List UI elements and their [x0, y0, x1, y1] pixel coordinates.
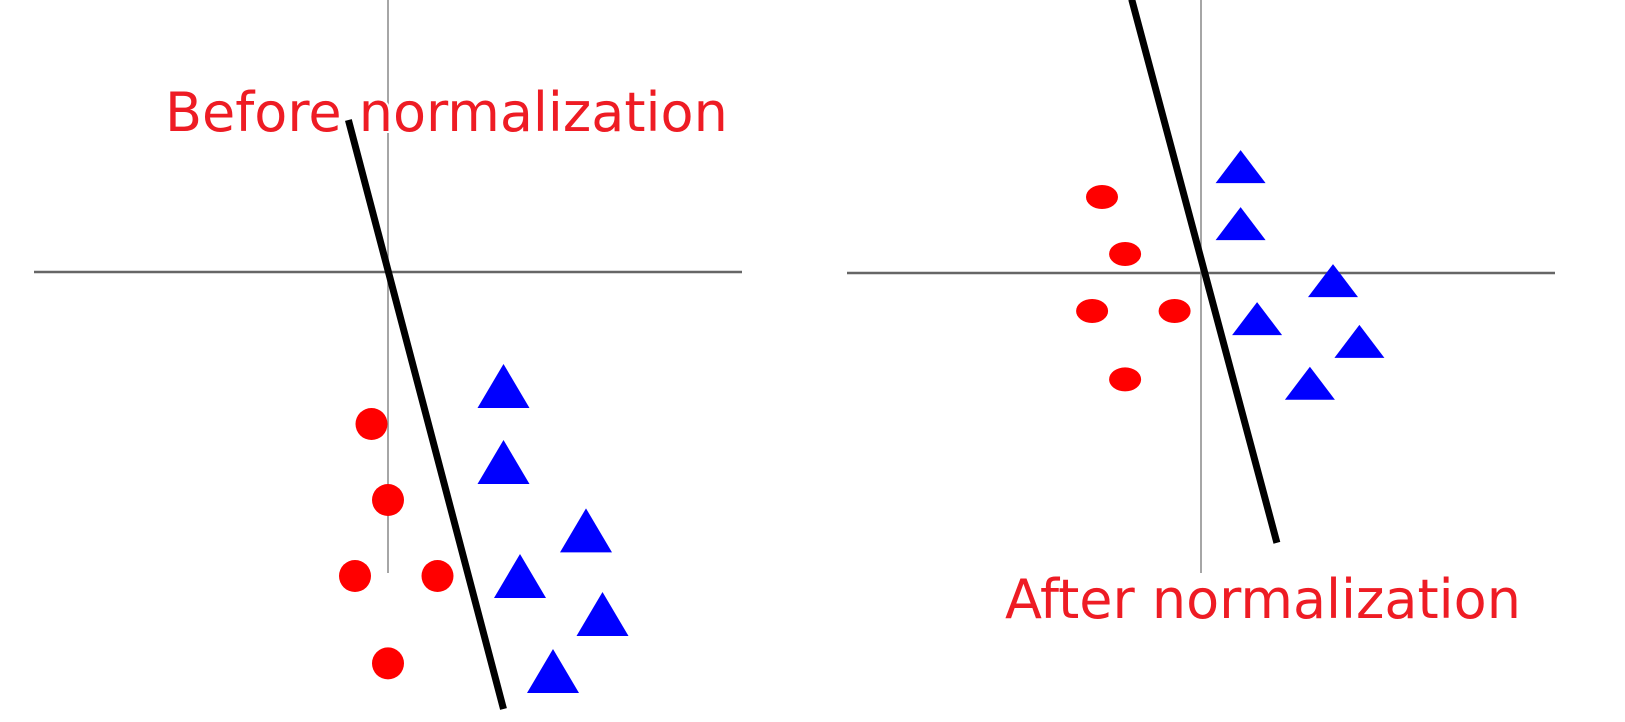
red-circle-point: [339, 560, 371, 592]
red-circle-point: [372, 484, 404, 516]
red-circle-point: [1109, 367, 1142, 392]
points-before: [339, 364, 629, 693]
panel-title-before: Before normalization: [165, 81, 728, 144]
blue-triangle-point: [527, 649, 579, 693]
decision-boundary-before: [345, 119, 507, 710]
red-circle-point: [1076, 299, 1109, 323]
red-circle-point: [1109, 242, 1142, 266]
decision-boundary-after: [1128, 0, 1281, 544]
blue-triangle-point: [1215, 150, 1266, 184]
blue-triangle-point: [1215, 207, 1266, 241]
blue-triangle-point: [477, 440, 530, 484]
panel-title-after: After normalization: [1005, 568, 1521, 631]
red-circle-point: [355, 408, 388, 440]
blue-triangle-point: [560, 508, 612, 553]
blue-triangle-point: [494, 554, 546, 598]
blue-triangle-point: [1232, 302, 1283, 336]
red-circle-point: [372, 647, 404, 680]
panel-before: Before normalization: [34, 0, 742, 710]
blue-triangle-point: [576, 592, 629, 636]
red-circle-point: [1086, 185, 1118, 209]
points-after: [1076, 150, 1385, 400]
blue-triangle-point: [1308, 264, 1358, 298]
red-circle-point: [1158, 299, 1191, 323]
red-circle-point: [421, 560, 454, 592]
blue-triangle-point: [1334, 324, 1385, 358]
blue-triangle-point: [1284, 366, 1335, 400]
panel-after: After normalization: [847, 0, 1555, 633]
blue-triangle-point: [477, 364, 530, 408]
